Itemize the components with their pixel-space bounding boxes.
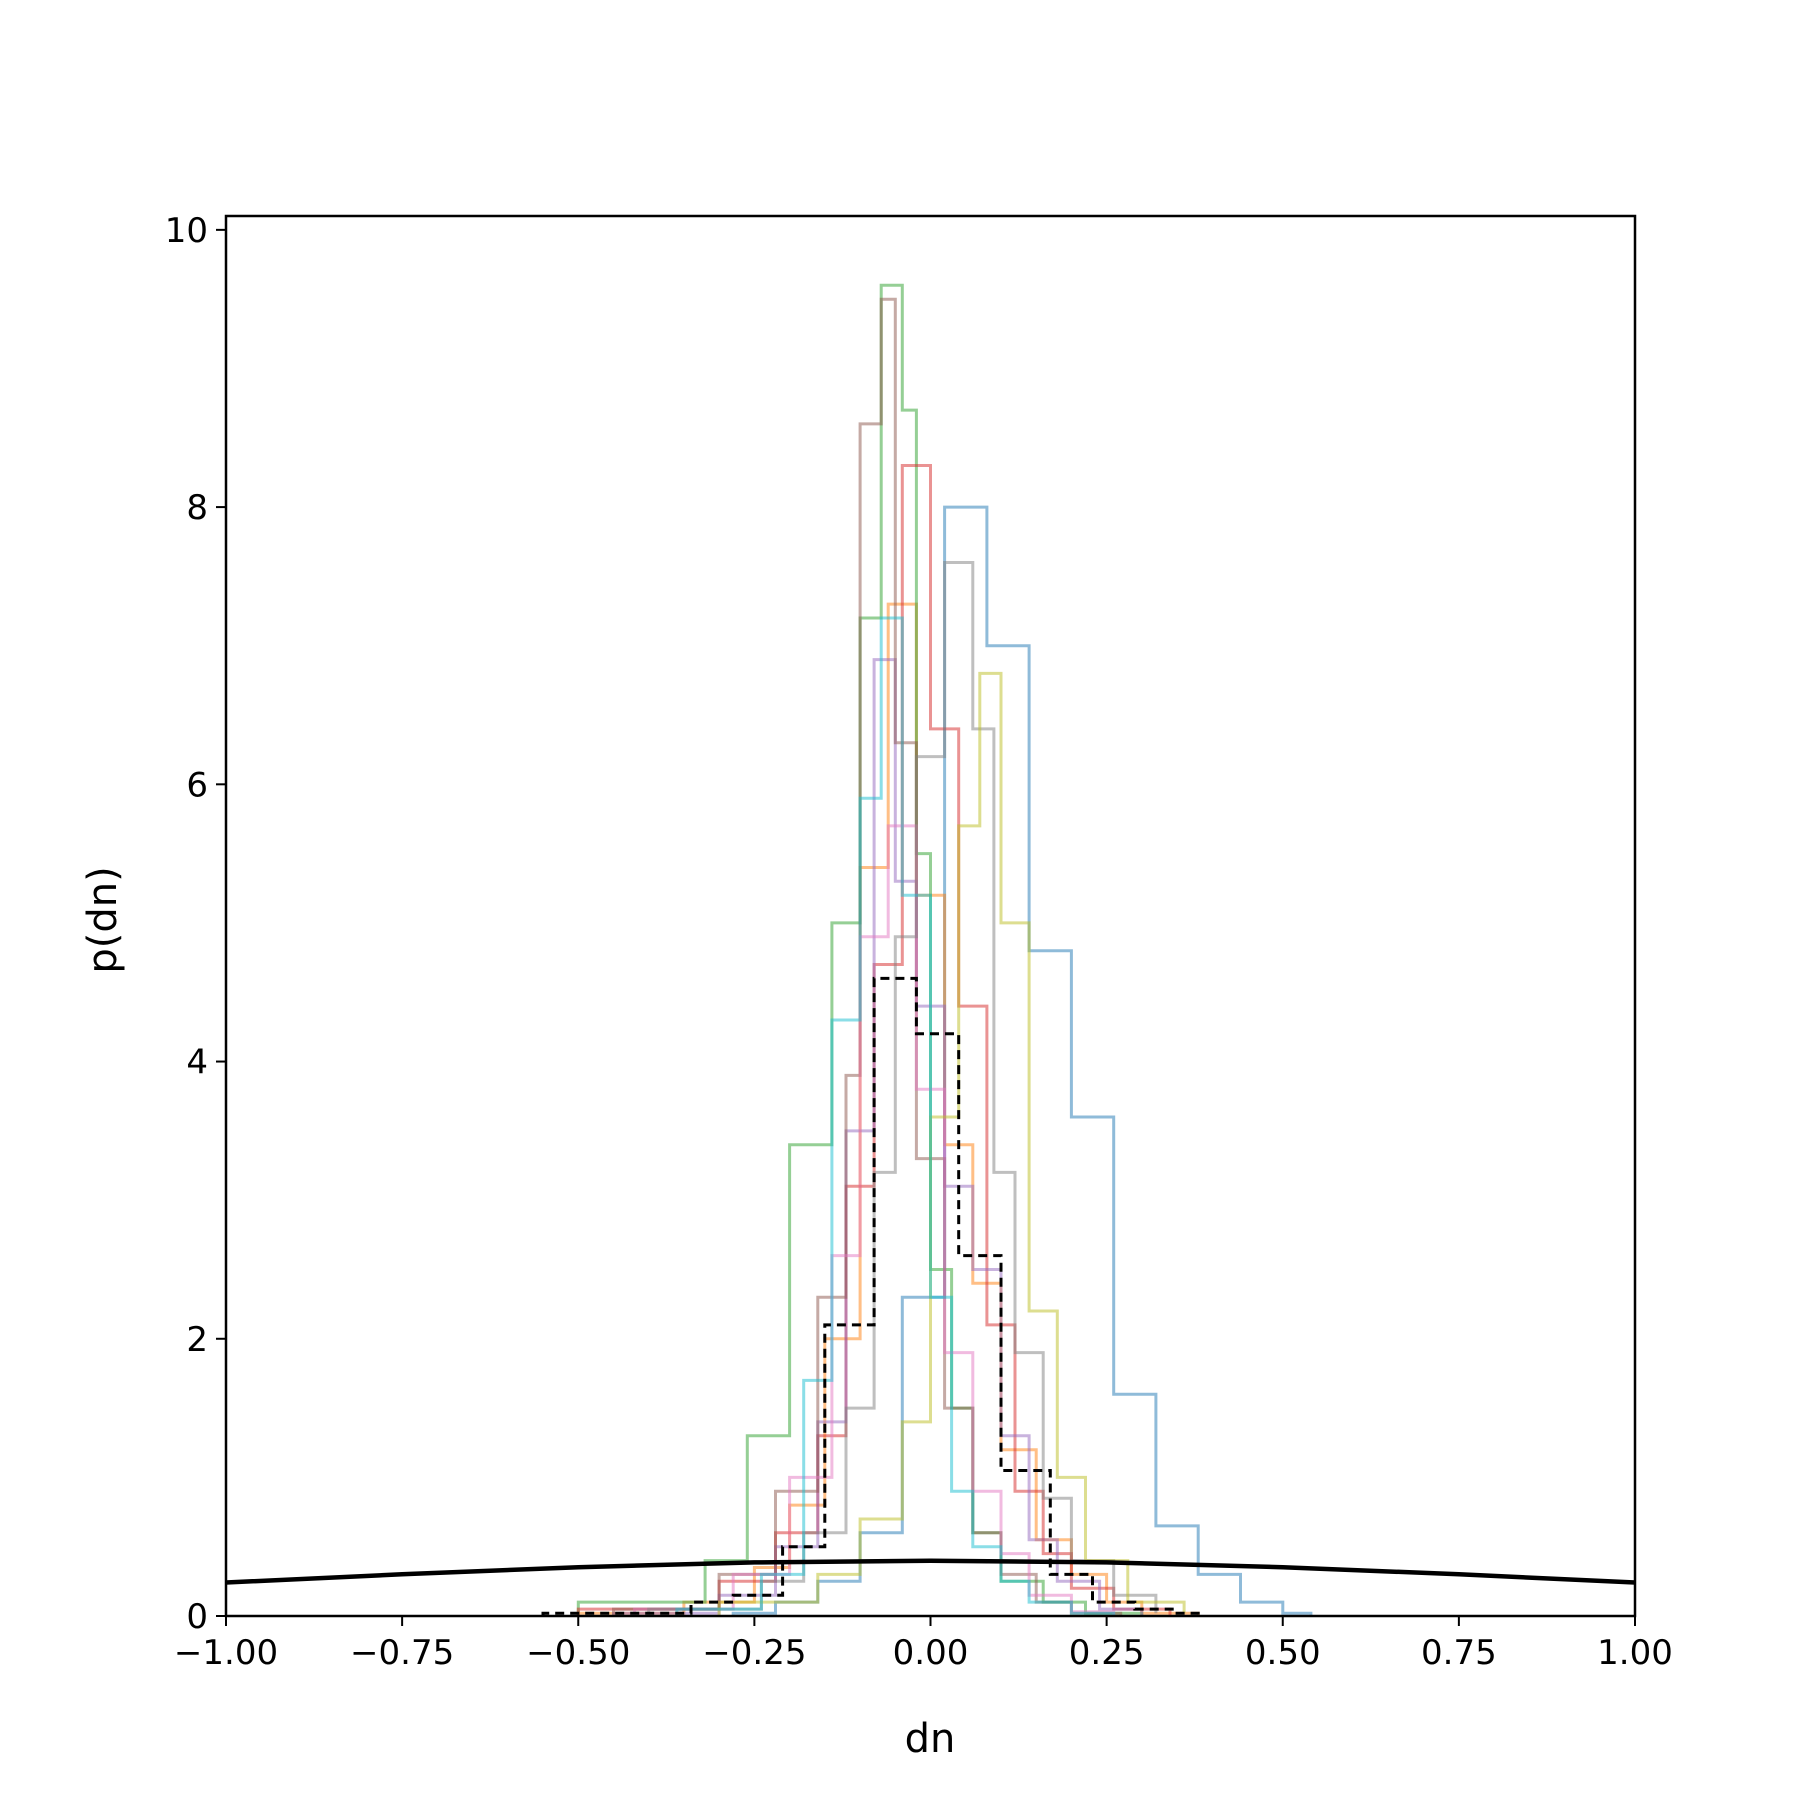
x-tick-label: −0.50	[526, 1633, 630, 1673]
histogram-series-9	[717, 671, 1186, 1616]
y-tick-label: 6	[186, 765, 208, 805]
histogram-series-10	[675, 616, 1116, 1616]
axes: −1.00 −0.75 −0.50 −0.25 0.00 0.25 0.50 0.75 1.00…	[165, 211, 1673, 1673]
dashed-histogram	[541, 976, 1200, 1616]
y-axis-label: p(dn)	[80, 866, 126, 973]
x-tick-label: 0.50	[1245, 1633, 1321, 1673]
y-tick-label: 2	[186, 1320, 208, 1360]
y-tick-label: 10	[165, 211, 208, 251]
histogram-series-2	[576, 602, 1200, 1616]
histogram-series-6	[612, 297, 1123, 1616]
x-tick-label: −1.00	[174, 1633, 278, 1673]
y-tick-label: 4	[186, 1043, 208, 1083]
x-tick-label: −0.75	[350, 1633, 454, 1673]
x-tick-label: 0.75	[1421, 1633, 1497, 1673]
x-tick-label: 1.00	[1597, 1633, 1673, 1673]
x-tick-label: 0.25	[1069, 1633, 1145, 1673]
reference-curve	[226, 1558, 1635, 1585]
histogram-series-layer	[226, 283, 1635, 1616]
x-axis-label: dn	[905, 1716, 956, 1762]
y-tick-label: 8	[186, 488, 208, 528]
y-tick-label: 0	[186, 1597, 208, 1637]
histogram-series-5	[612, 658, 1144, 1616]
x-tick-label: −0.25	[702, 1633, 806, 1673]
x-tick-label: 0.00	[893, 1633, 969, 1673]
